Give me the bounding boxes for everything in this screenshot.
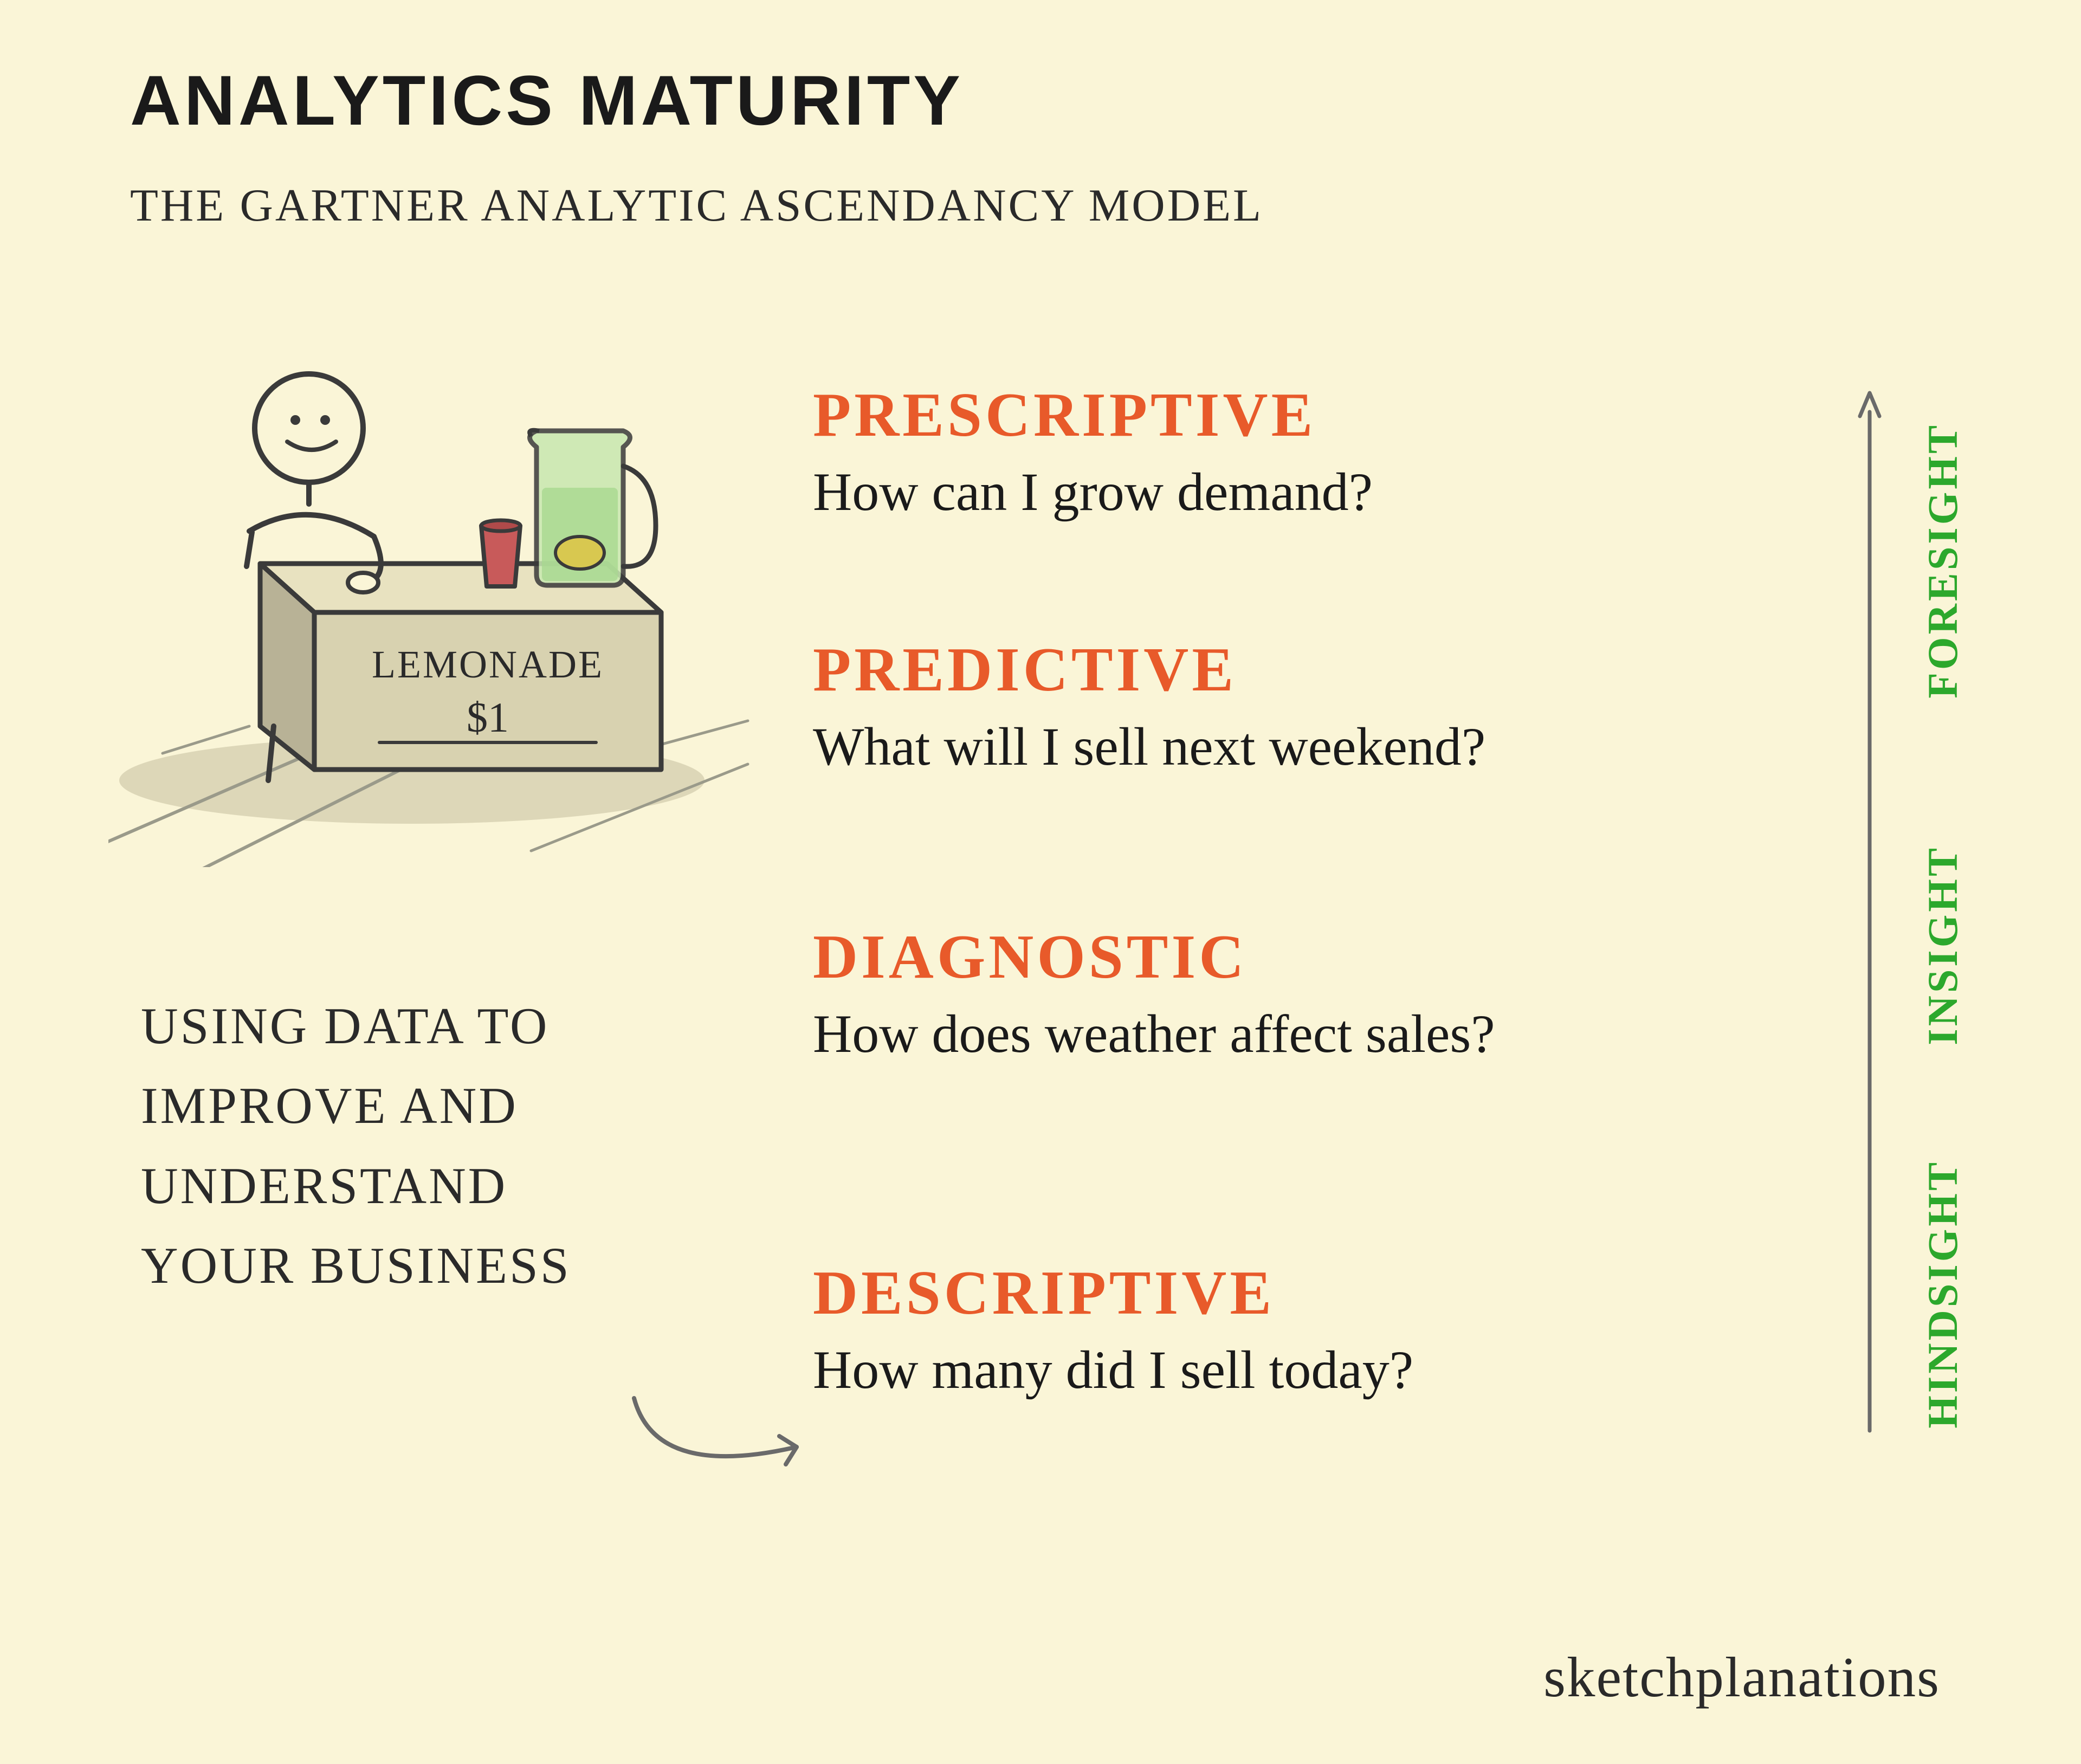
sidetext-line: USING DATA TO [141, 986, 571, 1066]
level-question: What will I sell next weekend? [813, 715, 1734, 778]
lemonade-stand-illustration: LEMONADE $1 [108, 352, 759, 867]
level-question: How does weather affect sales? [813, 1003, 1734, 1065]
subtitle: THE GARTNER ANALYTIC ASCENDANCY MODEL [130, 179, 1263, 232]
level-descriptive: DESCRIPTIVE How many did I sell today? [813, 1257, 1734, 1401]
infographic-canvas: ANALYTICS MATURITY THE GARTNER ANALYTIC … [0, 0, 2081, 1764]
stand-sign-line2: $1 [467, 694, 509, 741]
side-description: USING DATA TO IMPROVE AND UNDERSTAND YOU… [141, 986, 571, 1306]
level-title: PRESCRIPTIVE [813, 379, 1734, 451]
cup-icon [481, 520, 520, 586]
level-predictive: PREDICTIVE What will I sell next weekend… [813, 634, 1734, 778]
axis-label-hindsight: HINDSIGHT [1918, 1160, 1967, 1429]
pitcher-icon [529, 430, 656, 585]
level-prescriptive: PRESCRIPTIVE How can I grow demand? [813, 379, 1734, 523]
sidetext-line: YOUR BUSINESS [141, 1226, 571, 1306]
sidetext-line: UNDERSTAND [141, 1146, 571, 1226]
level-question: How many did I sell today? [813, 1339, 1734, 1401]
maturity-axis-arrow-icon [1853, 390, 1886, 1436]
level-title: DIAGNOSTIC [813, 921, 1734, 993]
stand-sign-line1: LEMONADE [372, 643, 604, 686]
pointer-arrow-icon [623, 1377, 829, 1496]
sidetext-line: IMPROVE AND [141, 1066, 571, 1146]
attribution: sketchplanations [1543, 1644, 1940, 1710]
main-title: ANALYTICS MATURITY [130, 60, 964, 141]
level-title: DESCRIPTIVE [813, 1257, 1734, 1329]
axis-label-foresight: FORESIGHT [1918, 423, 1967, 699]
level-diagnostic: DIAGNOSTIC How does weather affect sales… [813, 921, 1734, 1065]
level-question: How can I grow demand? [813, 461, 1734, 523]
axis-label-insight: INSIGHT [1918, 845, 1967, 1045]
level-title: PREDICTIVE [813, 634, 1734, 706]
